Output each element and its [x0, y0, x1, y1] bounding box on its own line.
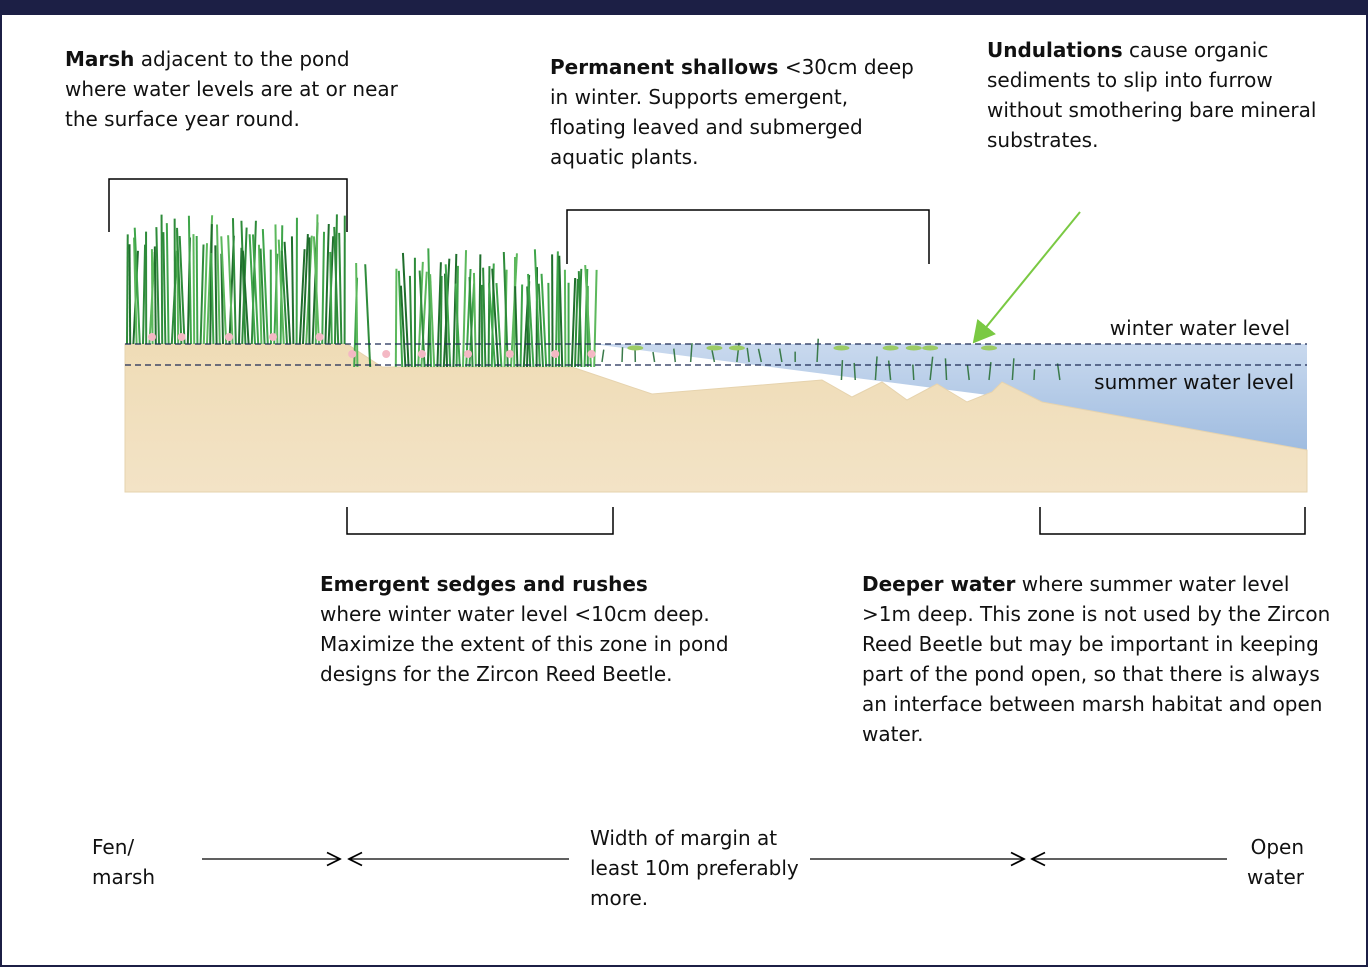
reed	[551, 350, 559, 358]
reed	[833, 346, 849, 351]
note-title: Deeper water	[862, 572, 1015, 596]
reed	[225, 333, 233, 341]
reed	[325, 224, 328, 344]
reed	[204, 243, 207, 344]
deeper-note: Deeper water where summer water level >1…	[862, 569, 1332, 749]
reed	[906, 346, 922, 351]
reed	[548, 283, 549, 367]
reed	[602, 350, 604, 362]
reed	[489, 266, 490, 367]
reed	[348, 350, 356, 358]
reed	[474, 273, 476, 367]
reed	[627, 346, 643, 351]
pointer-arrow	[974, 212, 1080, 342]
margin-right: Open water	[1224, 832, 1304, 892]
reed	[396, 269, 397, 367]
reed	[464, 350, 472, 358]
reed	[410, 276, 412, 367]
reed	[201, 245, 204, 344]
shallows-note: Permanent shallows <30cm deep in winter.…	[550, 52, 930, 172]
reed	[418, 350, 426, 358]
reed	[339, 233, 341, 344]
margin-center: Width of margin at least 10m preferably …	[590, 823, 830, 913]
reed	[506, 350, 514, 358]
reed	[729, 346, 745, 351]
reed	[922, 346, 938, 351]
reed	[269, 333, 277, 341]
reed	[441, 276, 442, 367]
reed	[155, 246, 156, 344]
reed	[883, 346, 899, 351]
page: winter water level summer water level Ma…	[0, 0, 1368, 967]
reed	[143, 245, 145, 344]
reed	[841, 360, 842, 380]
reed	[622, 347, 623, 362]
reed	[292, 236, 293, 344]
reed	[463, 250, 466, 367]
bracket	[567, 210, 929, 264]
reed	[322, 232, 324, 344]
reed	[189, 216, 191, 344]
note-text: where summer water level >1m deep. This …	[862, 572, 1330, 746]
reed	[913, 365, 914, 380]
bracket	[347, 507, 613, 534]
reed	[215, 245, 216, 344]
reed	[356, 263, 357, 367]
reed	[365, 264, 370, 367]
reed	[653, 352, 655, 362]
note-text: where winter water level <10cm deep. Max…	[320, 602, 729, 686]
note-title: Undulations	[987, 38, 1123, 62]
reed	[163, 232, 165, 344]
summer-label: summer water level	[1094, 370, 1294, 394]
reed	[515, 286, 517, 367]
reed	[156, 227, 159, 344]
reed	[148, 333, 156, 341]
reed	[316, 333, 324, 341]
reed	[217, 225, 220, 344]
note-title: Permanent shallows	[550, 55, 778, 79]
reed	[479, 254, 480, 367]
reed	[178, 333, 186, 341]
bracket	[1040, 507, 1305, 534]
reed	[706, 346, 722, 351]
reed	[981, 346, 997, 351]
reed	[197, 236, 198, 344]
reed	[1034, 369, 1035, 380]
reed	[521, 284, 523, 367]
emergent-note: Emergent sedges and rushes where winter w…	[320, 569, 730, 689]
reed	[167, 223, 169, 344]
undulations-note: Undulations cause organic sediments to s…	[987, 35, 1337, 155]
note-title: Marsh	[65, 47, 134, 71]
reed	[233, 218, 236, 344]
note-title: Emergent sedges and rushes	[320, 572, 648, 596]
reed	[556, 251, 558, 367]
reed	[382, 350, 390, 358]
margin-left: Fen/ marsh	[92, 832, 172, 892]
reed	[193, 234, 194, 344]
bracket	[109, 179, 347, 232]
reed	[239, 248, 241, 344]
reed	[587, 350, 595, 358]
reed	[130, 244, 131, 344]
marsh-note: Marsh adjacent to the pond where water l…	[65, 44, 410, 134]
reed	[483, 268, 485, 367]
reed	[162, 215, 163, 344]
reed	[399, 271, 402, 367]
reed	[127, 234, 128, 344]
reed	[152, 249, 153, 344]
reed	[211, 253, 213, 344]
winter-label: winter water level	[1110, 316, 1290, 340]
